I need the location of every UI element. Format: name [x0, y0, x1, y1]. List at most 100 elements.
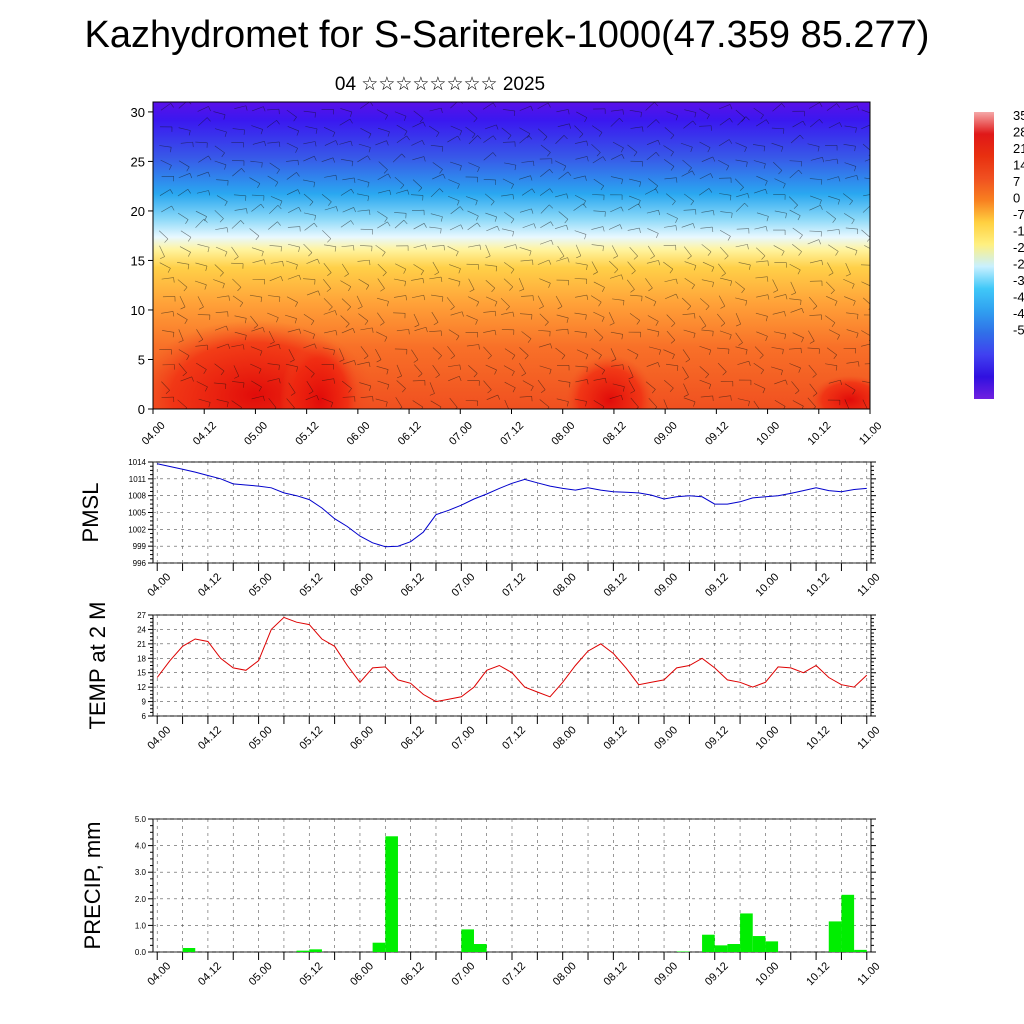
- precip-panel: 0.0 1.0 2.0 3.0 4.0 5.0 04.00 04.12 05.00 05.12 06…: [80, 815, 883, 988]
- wind-barb-flag: [386, 369, 389, 375]
- wind-barb: [468, 244, 480, 248]
- wind-barb-flag: [422, 121, 426, 127]
- wind-barb: [501, 194, 513, 197]
- wind-barb: [591, 244, 604, 247]
- wind-barb-flag: [585, 332, 587, 338]
- wind-barb-flag: [791, 292, 796, 296]
- wind-barb-flag: [549, 204, 554, 209]
- wind-barb-flag: [438, 355, 442, 360]
- wind-barb: [430, 144, 443, 147]
- wind-barb-flag: [276, 120, 280, 125]
- wind-barb: [862, 205, 870, 213]
- wind-barb: [519, 347, 529, 356]
- heatmap-y-axis: 0 5 10 15 20 25 30: [131, 105, 153, 417]
- wind-barb: [843, 144, 856, 147]
- wind-barb: [446, 297, 455, 307]
- wind-barb: [756, 294, 768, 298]
- wind-barb: [628, 365, 634, 378]
- wind-barb: [484, 124, 497, 130]
- wind-barb-flag: [819, 102, 823, 107]
- wind-barb-flag: [533, 161, 535, 167]
- wind-barb: [574, 312, 587, 316]
- wind-barb: [756, 331, 768, 337]
- wind-barb: [682, 349, 691, 360]
- wind-barb-flag: [767, 260, 769, 266]
- wind-barb: [501, 311, 513, 315]
- wind-barb: [197, 244, 210, 248]
- wind-barb: [591, 348, 602, 356]
- wind-barb: [286, 398, 295, 408]
- wind-barb: [684, 261, 697, 266]
- wind-barb: [575, 244, 582, 256]
- wind-barb-flag: [765, 336, 768, 341]
- wind-barb-flag: [335, 206, 339, 212]
- wind-barb: [360, 245, 373, 247]
- wind-barb: [774, 294, 786, 298]
- wind-barb-flag: [549, 369, 552, 375]
- wind-barb: [178, 329, 184, 341]
- wind-barb: [267, 312, 279, 318]
- x-tick-label: 10.00: [754, 960, 782, 988]
- wind-barb: [251, 395, 264, 400]
- wind-barb-flag: [584, 117, 588, 123]
- wind-barb: [286, 172, 297, 180]
- wind-barb: [465, 196, 478, 201]
- wind-barb-flag: [773, 289, 778, 293]
- wind-barb-flag: [601, 370, 606, 375]
- wind-barb-flag: [840, 380, 843, 386]
- wind-barb-flag: [845, 273, 851, 277]
- wind-barb: [216, 399, 229, 403]
- wind-barb-flag: [797, 269, 801, 275]
- wind-barb: [592, 194, 605, 196]
- wind-barb-flag: [599, 337, 604, 342]
- wind-barb-flag: [745, 349, 748, 355]
- wind-barb: [627, 227, 640, 231]
- wind-barb-flag: [767, 276, 769, 282]
- wind-barb-flag: [851, 219, 855, 225]
- wind-barb-flag: [494, 369, 497, 375]
- y-tick-label: 2.0: [135, 895, 147, 904]
- wind-barb-flag: [693, 333, 696, 339]
- wind-barb: [214, 363, 225, 372]
- wind-barb: [412, 179, 423, 188]
- wind-barb: [339, 140, 352, 145]
- wind-barb: [519, 363, 526, 374]
- wind-barb: [647, 228, 659, 234]
- wind-barb: [611, 153, 623, 160]
- x-tick-label: 09.12: [703, 960, 731, 988]
- wind-barb: [522, 223, 535, 229]
- wind-barb-flag: [566, 193, 569, 199]
- wind-barb-flag: [566, 225, 569, 230]
- wind-barb: [286, 260, 298, 266]
- wind-barb: [647, 328, 660, 333]
- wind-barb: [500, 297, 510, 307]
- wind-barb: [556, 398, 569, 402]
- precip-bar: [676, 951, 690, 952]
- wind-barb-flag: [548, 283, 551, 288]
- wind-barb-flag: [208, 106, 211, 112]
- wind-barb: [828, 122, 840, 129]
- wind-barb: [807, 239, 819, 245]
- wind-barb: [252, 106, 264, 112]
- wind-barb: [627, 144, 638, 153]
- wind-barb: [214, 264, 224, 273]
- wind-barb: [846, 312, 859, 315]
- wind-barb-flag: [598, 301, 602, 307]
- wind-barb-flag: [335, 140, 339, 146]
- wind-barb: [594, 363, 605, 371]
- wind-barb: [232, 128, 245, 131]
- wind-barb-flag: [253, 325, 259, 329]
- wind-barb-flag: [549, 188, 553, 193]
- wind-barb-flag: [382, 252, 386, 257]
- wind-barb-flag: [656, 233, 659, 239]
- wind-barb-flag: [730, 280, 732, 286]
- wind-barb: [432, 261, 440, 273]
- wind-barb-flag: [441, 296, 444, 302]
- wind-barb: [323, 278, 331, 289]
- wind-barb-flag: [243, 382, 245, 388]
- wind-barb-flag: [586, 294, 589, 301]
- x-tick-label: 09.00: [652, 571, 680, 599]
- x-tick-label: 06.12: [399, 960, 427, 988]
- wind-barb: [267, 363, 280, 366]
- wind-barb: [789, 264, 801, 271]
